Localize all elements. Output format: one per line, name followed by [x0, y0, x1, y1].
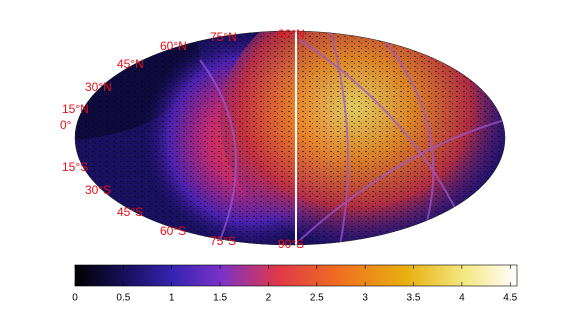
colorbar-tick-label: 4.5: [503, 293, 517, 304]
latitude-label: 75°N: [210, 30, 237, 44]
latitude-label: 30°S: [85, 183, 111, 197]
latitude-label: 90°S: [278, 237, 304, 251]
latitude-label: 15°N: [62, 102, 89, 116]
latitude-label: 45°N: [117, 57, 144, 71]
sky-map: [75, 31, 505, 245]
colorbar: [74, 264, 518, 287]
latitude-label: 15°S: [62, 160, 88, 174]
latitude-label: 30°N: [85, 80, 112, 94]
colorbar-tick-label: 4: [459, 293, 465, 304]
colorbar-tick-label: 1.5: [213, 293, 227, 304]
colorbar-tick-label: 2: [266, 293, 272, 304]
latitude-labels: 90°N 75°N 60°N 45°N 30°N 15°N 0° 15°S 30°S 45°S 60…: [60, 27, 305, 251]
latitude-label: 0°: [60, 118, 72, 132]
latitude-label: 90°N: [278, 27, 305, 41]
colorbar-ticks: 0 0.5 1 1.5 2 2.5 3 3.5 4 4.5: [72, 265, 518, 304]
latitude-label: 60°N: [160, 39, 187, 53]
latitude-label: 75°S: [210, 234, 236, 248]
colorbar-tick-label: 0: [72, 293, 78, 304]
colorbar-tick-label: 2.5: [310, 293, 324, 304]
colorbar-tick-label: 0.5: [116, 293, 130, 304]
colorbar-tick-label: 3.5: [407, 293, 421, 304]
colorbar-tick-label: 3: [362, 293, 368, 304]
latitude-label: 45°S: [117, 205, 143, 219]
latitude-label: 60°S: [160, 224, 186, 238]
colorbar-tick-label: 1: [169, 293, 175, 304]
